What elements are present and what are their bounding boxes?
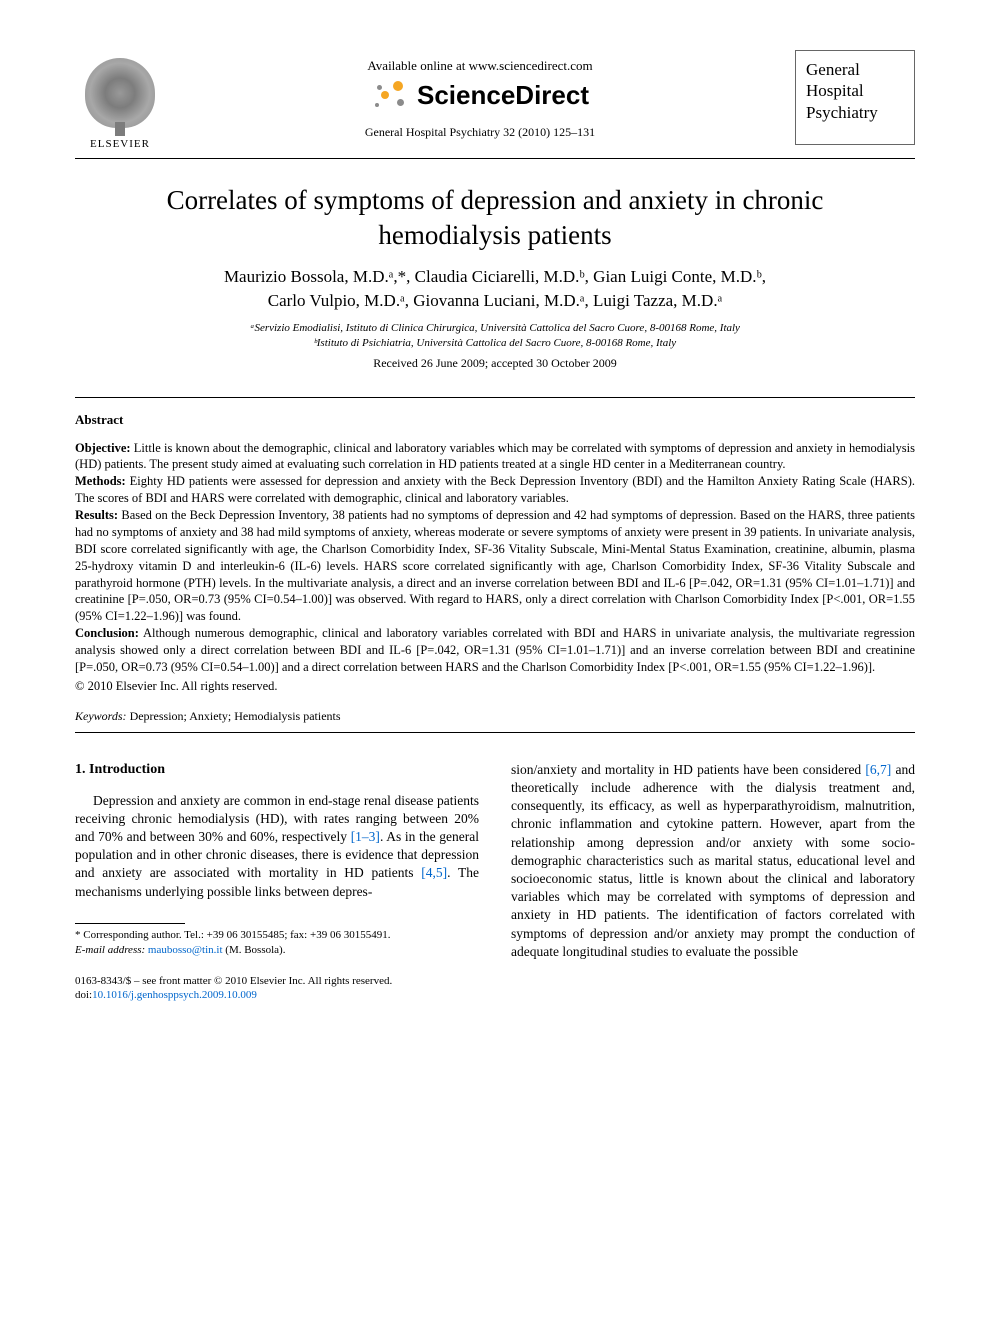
intro-paragraph-right: sion/anxiety and mortality in HD patient… <box>511 761 915 961</box>
abstract-objective: Objective: Little is known about the dem… <box>75 440 915 474</box>
doi-link[interactable]: 10.1016/j.genhosppsych.2009.10.009 <box>92 989 257 1001</box>
article-title: Correlates of symptoms of depression and… <box>115 183 875 253</box>
elsevier-logo: ELSEVIER <box>75 50 165 150</box>
abstract-methods: Methods: Eighty HD patients were assesse… <box>75 473 915 507</box>
abstract-conclusion: Conclusion: Although numerous demographi… <box>75 625 915 676</box>
reference-link-4-5[interactable]: [4,5] <box>421 865 447 880</box>
left-column: 1. Introduction Depression and anxiety a… <box>75 761 479 1002</box>
corresponding-author: * Corresponding author. Tel.: +39 06 301… <box>75 928 479 943</box>
methods-text: Eighty HD patients were assessed for dep… <box>75 474 915 505</box>
citation-text: General Hospital Psychiatry 32 (2010) 12… <box>165 125 795 140</box>
page-container: ELSEVIER Available online at www.science… <box>0 0 990 1042</box>
journal-name-line3: Psychiatry <box>806 103 878 122</box>
methods-label: Methods: <box>75 474 126 488</box>
doi-prefix: doi: <box>75 989 92 1001</box>
footnote-separator <box>75 923 185 924</box>
keywords-line: Keywords: Depression; Anxiety; Hemodialy… <box>75 709 915 724</box>
journal-name: General Hospital Psychiatry <box>806 59 904 123</box>
front-matter-line: 0163-8343/$ – see front matter © 2010 El… <box>75 974 479 988</box>
elsevier-tree-icon <box>85 58 155 128</box>
right-column: sion/anxiety and mortality in HD patient… <box>511 761 915 1002</box>
received-text: Received 26 June 2009; accepted 30 Octob… <box>75 356 915 371</box>
journal-name-line1: General <box>806 60 860 79</box>
intro-text-col2-b: and theoretically include adherence with… <box>511 762 915 959</box>
intro-text-col2-a: sion/anxiety and mortality in HD patient… <box>511 762 865 777</box>
email-suffix: (M. Bossola). <box>223 944 286 956</box>
abstract-top-rule <box>75 397 915 398</box>
objective-label: Objective: <box>75 441 131 455</box>
conclusion-text: Although numerous demographic, clinical … <box>75 626 915 674</box>
intro-paragraph-left: Depression and anxiety are common in end… <box>75 792 479 901</box>
reference-link-1-3[interactable]: [1–3] <box>351 829 380 844</box>
center-header: Available online at www.sciencedirect.co… <box>165 50 795 140</box>
footer-info: 0163-8343/$ – see front matter © 2010 El… <box>75 974 479 1003</box>
header-divider <box>75 158 915 159</box>
copyright-text: © 2010 Elsevier Inc. All rights reserved… <box>75 678 915 695</box>
keywords-label: Keywords: <box>75 709 127 723</box>
sciencedirect-logo: ScienceDirect <box>165 80 795 111</box>
email-line: E-mail address: maubosso@tin.it (M. Boss… <box>75 943 479 958</box>
header-row: ELSEVIER Available online at www.science… <box>75 50 915 150</box>
objective-text: Little is known about the demographic, c… <box>75 441 915 472</box>
reference-link-6-7[interactable]: [6,7] <box>865 762 891 777</box>
sciencedirect-dots-icon <box>371 81 411 111</box>
keywords-text: Depression; Anxiety; Hemodialysis patien… <box>127 709 341 723</box>
abstract-label: Abstract <box>75 412 915 428</box>
sciencedirect-text: ScienceDirect <box>417 80 589 111</box>
authors-line1: Maurizio Bossola, M.D.ᵃ,*, Claudia Cicia… <box>224 267 766 286</box>
affiliation-a: ᵃServizio Emodialisi, Istituto di Clinic… <box>75 321 915 336</box>
email-label: E-mail address: <box>75 944 148 956</box>
doi-line: doi:10.1016/j.genhosppsych.2009.10.009 <box>75 988 479 1002</box>
abstract-body: Objective: Little is known about the dem… <box>75 440 915 695</box>
results-label: Results: <box>75 508 118 522</box>
results-text: Based on the Beck Depression Inventory, … <box>75 508 915 623</box>
authors-line2: Carlo Vulpio, M.D.ᵃ, Giovanna Luciani, M… <box>268 291 722 310</box>
journal-name-line2: Hospital <box>806 81 864 100</box>
abstract-results: Results: Based on the Beck Depression In… <box>75 507 915 625</box>
abstract-bottom-rule <box>75 732 915 733</box>
intro-heading: 1. Introduction <box>75 761 479 780</box>
authors-block: Maurizio Bossola, M.D.ᵃ,*, Claudia Cicia… <box>75 265 915 313</box>
journal-box: General Hospital Psychiatry <box>795 50 915 145</box>
conclusion-label: Conclusion: <box>75 626 139 640</box>
available-online-text: Available online at www.sciencedirect.co… <box>165 58 795 74</box>
affiliation-b: ᵇIstituto di Psichiatria, Università Cat… <box>75 336 915 351</box>
footnote-block: * Corresponding author. Tel.: +39 06 301… <box>75 928 479 958</box>
affiliations-block: ᵃServizio Emodialisi, Istituto di Clinic… <box>75 321 915 352</box>
elsevier-text: ELSEVIER <box>90 138 150 150</box>
email-link[interactable]: maubosso@tin.it <box>148 944 223 956</box>
two-column-body: 1. Introduction Depression and anxiety a… <box>75 761 915 1002</box>
